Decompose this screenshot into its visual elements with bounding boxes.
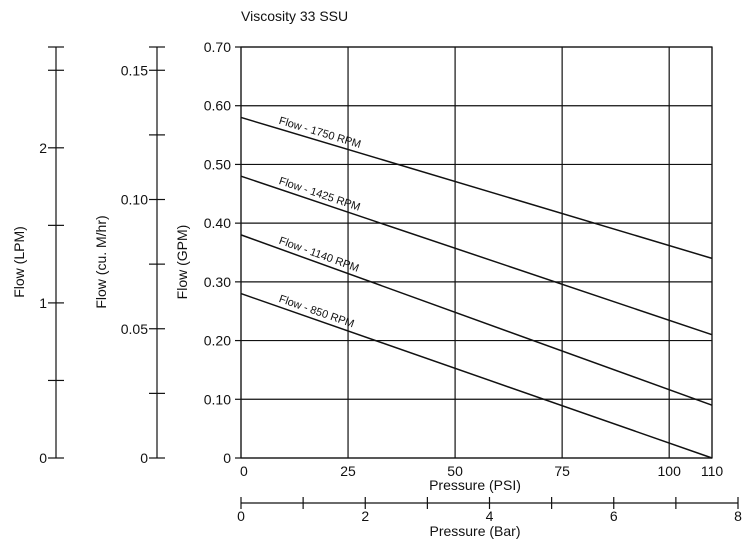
- series-line: [240, 234, 713, 406]
- bar-axis-tick-label: 0: [237, 508, 245, 524]
- x-tick-label: 0: [240, 463, 248, 479]
- bar-axis-tick-label: 8: [734, 508, 742, 524]
- y-tick-label: 0.20: [204, 333, 231, 349]
- y-tick-label: 0.70: [204, 39, 231, 55]
- series-label: Flow - 1425 RPM: [277, 175, 361, 213]
- y-tick-label: 0.50: [204, 156, 231, 172]
- series-line: [240, 292, 713, 459]
- chart-title: Viscosity 33 SSU: [241, 8, 348, 24]
- series-label: Flow - 850 RPM: [277, 293, 355, 330]
- y-axis-label-lpm: Flow (LPM): [11, 226, 27, 298]
- cu-m-hr-axis-tick-label: 0: [140, 450, 148, 466]
- x-axis-label: Pressure (PSI): [429, 477, 521, 493]
- y-tick-label: 0.60: [204, 98, 231, 114]
- axes: 00.100.200.300.400.500.600.700 25 50 75 100 1…: [39, 39, 742, 524]
- y-tick-label: 0.10: [204, 391, 231, 407]
- cu-m-hr-axis-tick-label: 0.15: [121, 62, 148, 78]
- x-tick-label: 100: [658, 463, 682, 479]
- y-tick-label: 0.30: [204, 274, 231, 290]
- grid: [240, 46, 713, 459]
- lpm-axis-tick-label: 1: [39, 295, 47, 311]
- lpm-axis-tick-label: 0: [39, 450, 47, 466]
- cu-m-hr-axis-tick-label: 0.05: [121, 321, 148, 337]
- y-tick-label: 0: [223, 450, 231, 466]
- series-line: [240, 116, 713, 260]
- bar-axis-tick-label: 2: [361, 508, 369, 524]
- series-line: [240, 175, 713, 336]
- cu-m-hr-axis-tick-label: 0.10: [121, 192, 148, 208]
- y-axis-label-cu-m-hr: Flow (cu. M/hr): [93, 215, 109, 308]
- bar-axis-tick-label: 4: [486, 508, 494, 524]
- y-tick-label: 0.40: [204, 215, 231, 231]
- x-tick-label: 110: [701, 463, 724, 479]
- x-tick-label: 75: [554, 463, 570, 479]
- lpm-axis-tick-label: 2: [39, 140, 47, 156]
- y-axis-label-gpm: Flow (GPM): [174, 225, 190, 300]
- x-tick-label: 25: [340, 463, 356, 479]
- x-tick-label: 50: [447, 463, 463, 479]
- secondary-x-axis-label: Pressure (Bar): [429, 523, 520, 539]
- bar-axis-tick-label: 6: [610, 508, 618, 524]
